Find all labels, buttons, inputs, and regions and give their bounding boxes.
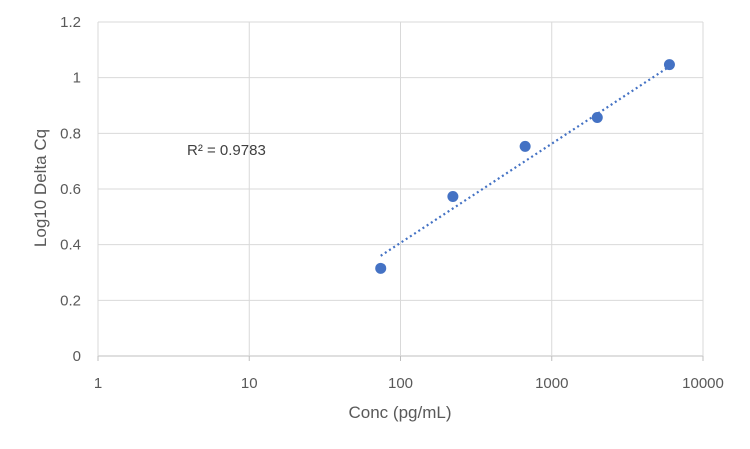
trendline bbox=[380, 65, 671, 257]
r-squared-annotation: R² = 0.9783 bbox=[187, 142, 266, 159]
grid-lines bbox=[97, 21, 704, 361]
data-points bbox=[375, 59, 675, 274]
y-tick-label: 1 bbox=[73, 70, 81, 87]
x-tick-label: 10 bbox=[241, 375, 258, 392]
x-tick-label: 10000 bbox=[682, 375, 724, 392]
x-tick-label: 1000 bbox=[535, 375, 568, 392]
data-point bbox=[375, 262, 387, 274]
x-tick-labels: 1 10 100 1000 10000 bbox=[94, 375, 724, 392]
data-point bbox=[519, 140, 531, 152]
y-tick-label: 0.8 bbox=[60, 125, 81, 142]
y-tick-label: 0.6 bbox=[60, 181, 81, 198]
y-tick-label: 1.2 bbox=[60, 14, 81, 31]
y-tick-label: 0.4 bbox=[60, 237, 81, 254]
data-point bbox=[591, 111, 603, 123]
x-axis-title: Conc (pg/mL) bbox=[349, 403, 452, 422]
x-tick-label: 100 bbox=[388, 375, 413, 392]
y-tick-label: 0.2 bbox=[60, 292, 81, 309]
x-tick-label: 1 bbox=[94, 375, 102, 392]
y-tick-label: 0 bbox=[73, 348, 81, 365]
y-tick-labels: 0 0.2 0.4 0.6 0.8 1 1.2 bbox=[60, 14, 81, 365]
y-axis-title: Log10 Delta Cq bbox=[31, 129, 50, 247]
trendline-layer bbox=[380, 65, 671, 257]
data-point bbox=[447, 191, 459, 203]
data-point bbox=[663, 59, 675, 71]
